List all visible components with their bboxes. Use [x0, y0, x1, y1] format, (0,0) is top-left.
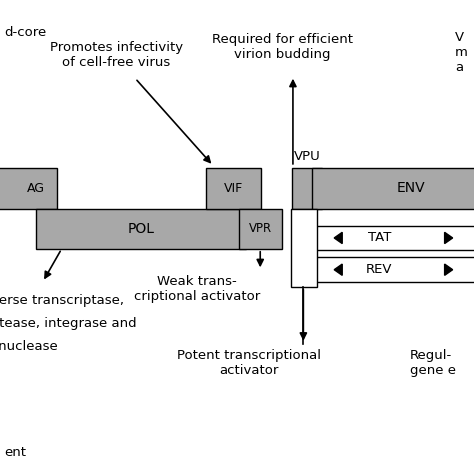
- Text: REV: REV: [366, 263, 392, 276]
- Text: d-core: d-core: [5, 26, 47, 39]
- Text: Potent transcriptional
activator: Potent transcriptional activator: [177, 348, 321, 377]
- Text: TAT: TAT: [367, 231, 391, 245]
- Text: V
m
a: V m a: [455, 31, 468, 74]
- Polygon shape: [445, 232, 453, 244]
- Text: Required for efficient
virion budding: Required for efficient virion budding: [211, 33, 353, 62]
- Polygon shape: [334, 232, 342, 244]
- Text: Weak trans-
criptional activator: Weak trans- criptional activator: [134, 275, 260, 303]
- Text: onuclease: onuclease: [0, 340, 58, 353]
- Bar: [292, 168, 322, 209]
- Bar: [36, 209, 246, 249]
- Text: POL: POL: [128, 222, 155, 236]
- Text: VPU: VPU: [294, 150, 320, 163]
- Text: Regul-
gene e: Regul- gene e: [410, 348, 456, 377]
- Bar: [312, 168, 474, 209]
- Bar: [206, 168, 261, 209]
- Text: VIF: VIF: [224, 182, 243, 195]
- Text: AG: AG: [27, 182, 45, 195]
- Text: VPR: VPR: [249, 222, 272, 235]
- Bar: [0, 168, 57, 209]
- Text: verse transcriptase,: verse transcriptase,: [0, 294, 124, 308]
- Bar: [291, 209, 317, 287]
- Text: otease, integrase and: otease, integrase and: [0, 317, 136, 330]
- Polygon shape: [445, 264, 453, 275]
- Text: Promotes infectivity
of cell-free virus: Promotes infectivity of cell-free virus: [50, 40, 182, 69]
- Text: ent: ent: [5, 446, 27, 459]
- Bar: [239, 209, 282, 249]
- Bar: [315, 257, 474, 282]
- Text: ENV: ENV: [397, 182, 426, 195]
- Polygon shape: [334, 264, 342, 275]
- Bar: [315, 226, 474, 250]
